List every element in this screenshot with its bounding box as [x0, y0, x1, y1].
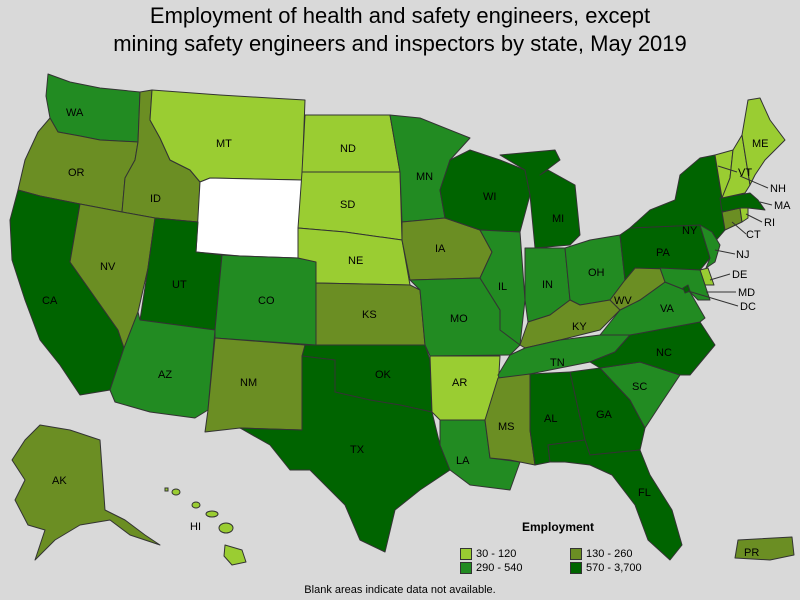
label-wi: WI — [483, 191, 496, 203]
label-nm: NM — [240, 377, 257, 389]
legend-swatch-1 — [460, 548, 472, 560]
hi-island-maui — [218, 522, 234, 534]
footnote: Blank areas indicate data not available. — [304, 584, 496, 596]
state-ak[interactable] — [11, 424, 161, 561]
hi-island-niihau — [164, 487, 169, 492]
label-ar: AR — [452, 377, 467, 389]
label-wa: WA — [66, 107, 84, 119]
state-mi[interactable] — [499, 149, 581, 249]
legend-title: Employment — [522, 520, 595, 534]
label-sc: SC — [632, 381, 647, 393]
label-ky: KY — [572, 321, 587, 333]
label-az: AZ — [158, 369, 172, 381]
nj-leader-line — [714, 249, 736, 255]
vt-leader-line — [717, 165, 738, 173]
label-nv: NV — [100, 261, 116, 273]
hi-island-oahu — [191, 501, 201, 509]
legend-item-2: 130 - 260 — [570, 548, 680, 560]
label-ut: UT — [172, 279, 187, 291]
legend-item-3: 290 - 540 — [460, 562, 570, 574]
legend-label-1: 30 - 120 — [476, 548, 517, 560]
ma-leader-line — [759, 201, 773, 206]
legend-label-3: 290 - 540 — [476, 562, 523, 574]
state-il[interactable] — [479, 229, 526, 346]
state-nc[interactable] — [589, 321, 716, 376]
nh-leader-line — [739, 175, 769, 189]
label-id: ID — [150, 193, 161, 205]
label-vt: VT — [738, 167, 752, 179]
label-ia: IA — [435, 243, 446, 255]
label-fl: FL — [638, 487, 651, 499]
label-ga: GA — [596, 409, 613, 421]
label-nh: NH — [770, 183, 786, 195]
state-pr[interactable] — [734, 536, 795, 561]
state-hi[interactable] — [223, 544, 247, 566]
label-ne: NE — [348, 255, 363, 267]
label-mo: MO — [450, 313, 468, 325]
state-wy[interactable] — [195, 177, 303, 259]
legend-item-4: 570 - 3,700 — [570, 562, 680, 574]
state-ri[interactable] — [739, 207, 749, 223]
ct-leader-line — [731, 221, 747, 235]
title-line-2: mining safety engineers and inspectors b… — [113, 31, 687, 56]
legend-swatch-4 — [570, 562, 582, 574]
label-or: OR — [68, 167, 85, 179]
legend-swatch-2 — [570, 548, 582, 560]
label-al: AL — [544, 413, 557, 425]
state-wa[interactable] — [45, 73, 141, 143]
label-ca: CA — [42, 295, 58, 307]
label-nj: NJ — [736, 249, 749, 261]
label-ct: CT — [746, 229, 761, 241]
label-oh: OH — [588, 267, 605, 279]
label-dc: DC — [740, 301, 756, 313]
label-md: MD — [738, 287, 755, 299]
state-fl[interactable] — [547, 439, 683, 561]
label-pa: PA — [656, 247, 671, 259]
label-sd: SD — [340, 199, 355, 211]
legend-label-2: 130 - 260 — [586, 548, 633, 560]
label-me: ME — [752, 138, 769, 150]
hi-island-kauai — [171, 488, 181, 496]
legend-item-1: 30 - 120 — [460, 548, 570, 560]
state-wi[interactable] — [439, 149, 531, 233]
label-nd: ND — [340, 143, 356, 155]
label-ny: NY — [682, 225, 698, 237]
label-in: IN — [542, 279, 553, 291]
label-pr: PR — [744, 547, 759, 559]
title-line-1: Employment of health and safety engineer… — [149, 3, 651, 28]
label-il: IL — [498, 281, 507, 293]
label-wv: WV — [614, 295, 632, 307]
state-tx[interactable] — [239, 355, 451, 553]
label-ks: KS — [362, 309, 377, 321]
hi-island-molokai — [205, 510, 219, 518]
label-hi: HI — [190, 521, 201, 533]
state-ma[interactable] — [719, 192, 766, 213]
label-de: DE — [732, 269, 747, 281]
label-va: VA — [660, 303, 675, 315]
de-leader-line — [709, 273, 731, 281]
ri-leader-line — [745, 213, 763, 223]
legend-label-4: 570 - 3,700 — [586, 562, 642, 574]
label-ms: MS — [498, 421, 515, 433]
label-ok: OK — [375, 369, 392, 381]
map-title: Employment of health and safety engineer… — [0, 2, 800, 58]
label-mn: MN — [416, 171, 433, 183]
label-mi: MI — [552, 213, 564, 225]
label-ma: MA — [774, 200, 791, 212]
dc-leader-line — [687, 290, 739, 307]
legend-swatch-3 — [460, 562, 472, 574]
label-mt: MT — [216, 138, 232, 150]
label-nc: NC — [656, 347, 672, 359]
label-ak: AK — [52, 475, 67, 487]
label-la: LA — [456, 455, 470, 467]
label-tn: TN — [550, 357, 565, 369]
state-me[interactable] — [741, 97, 786, 186]
label-tx: TX — [350, 444, 365, 456]
label-co: CO — [258, 295, 275, 307]
label-ri: RI — [764, 217, 775, 229]
map-legend: Employment 30 - 120 130 - 260 290 - 540 … — [460, 520, 680, 574]
state-nj[interactable] — [699, 224, 721, 269]
state-md[interactable] — [659, 267, 711, 301]
